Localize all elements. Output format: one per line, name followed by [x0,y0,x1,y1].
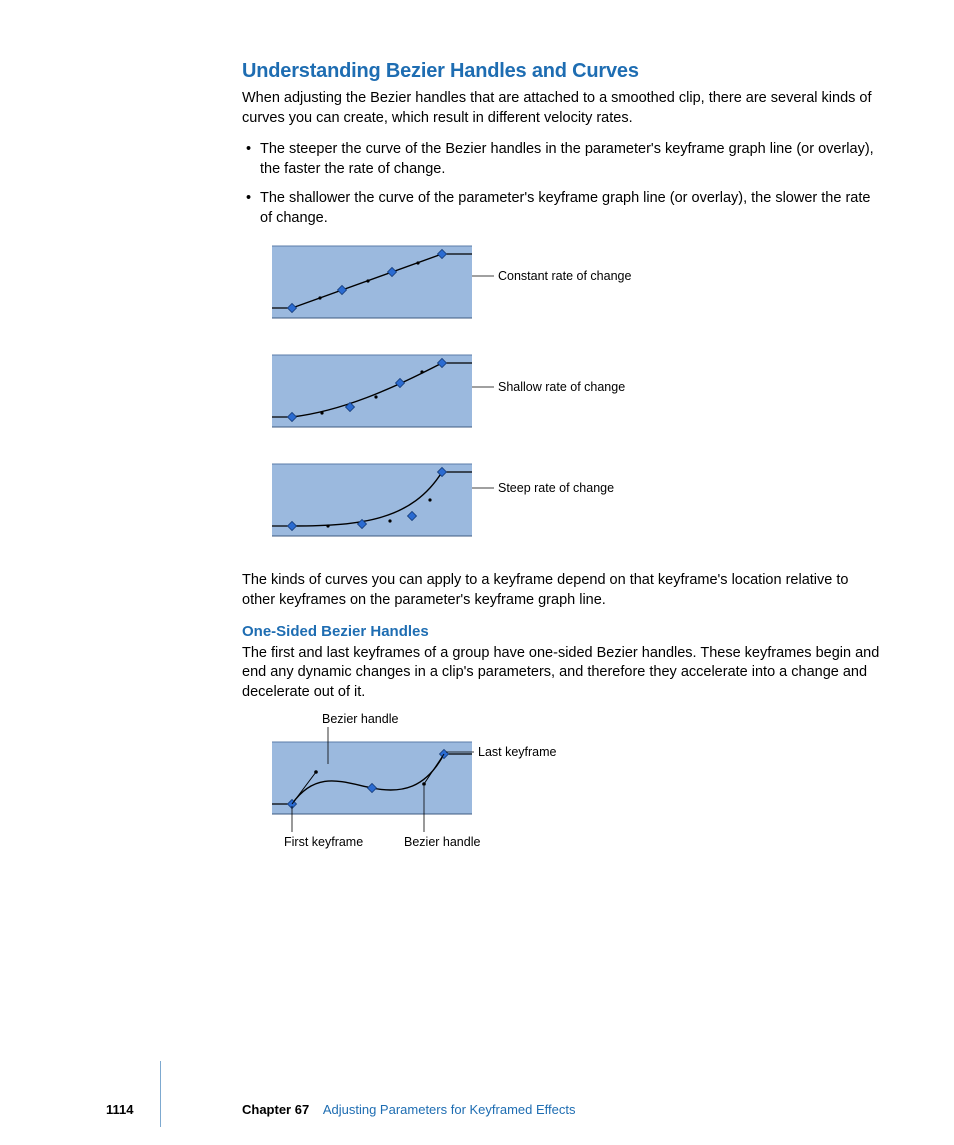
intro-paragraph: When adjusting the Bezier handles that a… [242,89,882,128]
footer-chapter: Chapter 67 Adjusting Parameters for Keyf… [242,1102,575,1117]
bullet-item: • The steeper the curve of the Bezier ha… [242,140,882,179]
bullet-text: The steeper the curve of the Bezier hand… [260,140,882,179]
subsection-heading: One-Sided Bezier Handles [242,623,882,640]
callout-label: Steep rate of change [498,481,614,495]
one-sided-diagram: Bezier handle [242,714,882,874]
chapter-number: Chapter 67 [242,1102,309,1117]
diagram-row-constant: Constant rate of change [242,244,882,325]
bullet-dot-icon: • [242,140,260,179]
bullet-item: • The shallower the curve of the paramet… [242,189,882,228]
curve-graph-constant [272,244,472,320]
sub-paragraph: The first and last keyframes of a group … [242,644,882,703]
callout-bezier-top: Bezier handle [322,712,398,726]
mid-paragraph: The kinds of curves you can apply to a k… [242,571,882,610]
bullet-text: The shallower the curve of the parameter… [260,189,882,228]
bullet-dot-icon: • [242,189,260,228]
curve-graph-shallow [272,353,472,429]
chapter-title: Adjusting Parameters for Keyframed Effec… [323,1102,576,1117]
callout-last-keyframe: Last keyframe [478,745,557,759]
diagram-row-shallow: Shallow rate of change [242,353,882,434]
callout-leader [472,462,502,538]
curve-graph-steep [272,462,472,538]
callout-label: Shallow rate of change [498,380,625,394]
footer-rule [160,1061,161,1127]
section-heading: Understanding Bezier Handles and Curves [242,60,882,83]
curve-diagrams: Constant rate of change [242,244,882,543]
bullet-list: • The steeper the curve of the Bezier ha… [242,140,882,228]
page-number: 1114 [106,1102,134,1117]
callout-label: Constant rate of change [498,269,631,283]
diagram-row-steep: Steep rate of change [242,462,882,543]
curve-graph-onesided [272,740,472,816]
callout-bezier-bottom: Bezier handle [404,835,480,849]
callout-first-keyframe: First keyframe [284,835,363,849]
